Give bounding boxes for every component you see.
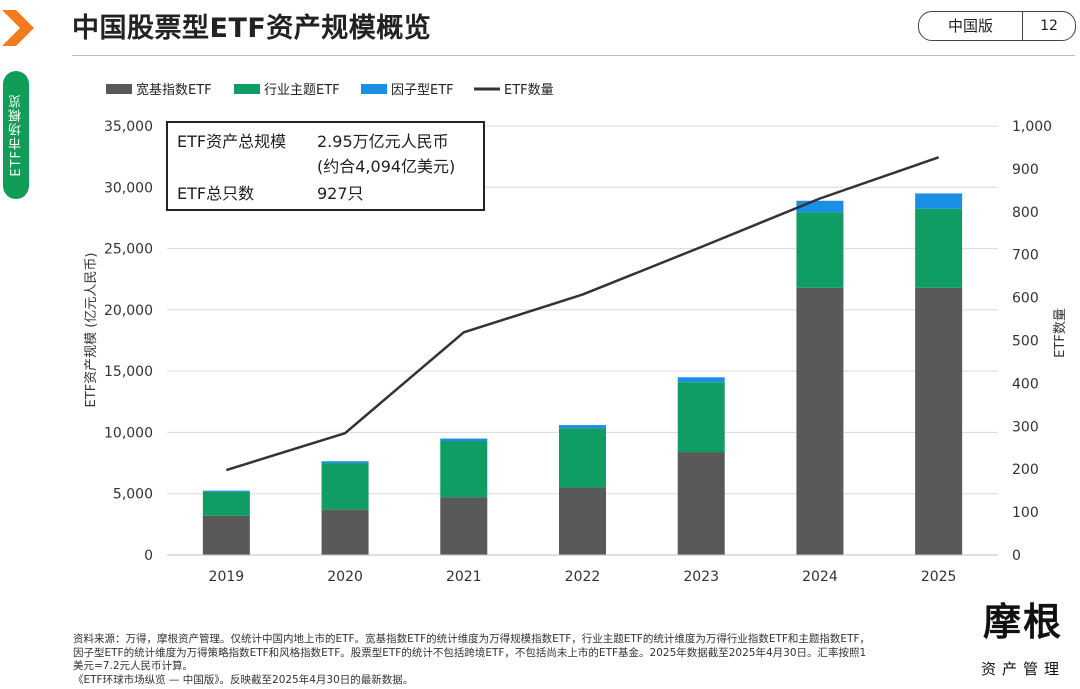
x-tick-label: 2023 bbox=[683, 569, 719, 585]
y2-tick-label: 100 bbox=[1012, 505, 1039, 521]
page-title: 中国股票型ETF资产规模概览 bbox=[72, 13, 432, 44]
x-tick-label: 2019 bbox=[209, 569, 245, 585]
y-tick-label: 5,000 bbox=[113, 487, 153, 503]
bar-broad-index bbox=[202, 515, 250, 555]
y2-tick-label: 0 bbox=[1012, 548, 1021, 564]
bar-factor bbox=[202, 490, 250, 492]
y-tick-label: 0 bbox=[144, 548, 153, 564]
y-tick-label: 35,000 bbox=[104, 119, 153, 135]
bar-sector-theme bbox=[677, 382, 725, 453]
bar-broad-index bbox=[796, 287, 844, 555]
total-aum-usd: (约合4,094亿美元) bbox=[317, 157, 456, 176]
y2-tick-label: 400 bbox=[1012, 376, 1039, 392]
brand-chevron-icon bbox=[2, 10, 34, 46]
axes: 0 5,000 10,000 15,000 20,000 25,000 30,000 35,0… bbox=[84, 119, 1068, 585]
bar-sector-theme bbox=[440, 441, 488, 498]
y-tick-label: 30,000 bbox=[104, 180, 153, 196]
bar-broad-index bbox=[440, 497, 488, 555]
footnote-line: 资料来源：万得，摩根资产管理。仅统计中国内地上市的ETF。宽基指数ETF的统计维… bbox=[73, 633, 871, 645]
bar-factor bbox=[796, 200, 844, 213]
y-tick-label: 25,000 bbox=[104, 242, 153, 258]
y2-tick-label: 900 bbox=[1012, 162, 1039, 178]
stacked-bars bbox=[202, 193, 963, 555]
bar-sector-theme bbox=[796, 212, 844, 288]
bar-broad-index bbox=[321, 509, 369, 555]
legend-label: 宽基指数ETF bbox=[136, 82, 212, 98]
legend-swatch bbox=[234, 84, 260, 94]
y-axis-title: ETF资产规模 (亿元人民币) bbox=[84, 253, 99, 408]
total-aum-value: 2.95万亿元人民币 bbox=[317, 132, 449, 151]
page-number: 12 bbox=[1040, 18, 1058, 34]
bar-sector-theme bbox=[559, 428, 606, 488]
y2-tick-label: 600 bbox=[1012, 291, 1039, 307]
bar-sector-theme bbox=[202, 491, 250, 516]
edition-label: 中国版 bbox=[919, 12, 1023, 40]
legend-label: 因子型ETF bbox=[391, 83, 454, 98]
bar-broad-index bbox=[915, 287, 963, 555]
bar-factor bbox=[677, 377, 725, 383]
bar-factor bbox=[559, 425, 606, 429]
legend-label: 行业主题ETF bbox=[264, 83, 340, 98]
y2-tick-label: 500 bbox=[1012, 334, 1039, 350]
bar-sector-theme bbox=[915, 208, 963, 288]
brand-logo: 摩根 资产管理 bbox=[972, 600, 1074, 679]
legend-label: ETF数量 bbox=[504, 83, 554, 98]
y2-tick-label: 1,000 bbox=[1012, 119, 1052, 135]
brand-tagline: 资产管理 bbox=[980, 660, 1065, 678]
summary-box: ETF资产总规模 2.95万亿元人民币 (约合4,094亿美元) ETF总只数 92… bbox=[166, 121, 485, 211]
legend: 宽基指数ETF 行业主题ETF 因子型ETF ETF数量 bbox=[106, 82, 554, 98]
etf-count-line bbox=[225, 156, 940, 472]
y-tick-label: 15,000 bbox=[104, 364, 153, 380]
bar-broad-index bbox=[677, 452, 725, 555]
y-tick-label: 10,000 bbox=[104, 425, 153, 441]
x-tick-label: 2022 bbox=[565, 569, 601, 585]
title-divider bbox=[72, 55, 1075, 56]
legend-swatch bbox=[361, 84, 387, 94]
brand-name: 摩根 bbox=[982, 599, 1063, 644]
section-tab-etf-market-overview[interactable]: ETF市场概览 bbox=[3, 71, 29, 199]
y2-tick-label: 300 bbox=[1012, 419, 1039, 435]
etf-count-label: ETF总只数 bbox=[177, 184, 255, 203]
footnote-line: 因子型ETF的统计维度为万得策略指数ETF和风格指数ETF。股票型ETF的统计不… bbox=[73, 646, 867, 659]
bar-factor bbox=[915, 193, 963, 209]
y-tick-label: 20,000 bbox=[104, 303, 153, 319]
total-aum-label: ETF资产总规模 bbox=[177, 132, 287, 151]
x-tick-label: 2024 bbox=[802, 569, 838, 585]
x-tick-label: 2025 bbox=[921, 569, 957, 585]
y2-tick-label: 700 bbox=[1012, 248, 1039, 264]
bar-factor bbox=[440, 438, 488, 442]
y2-tick-label: 800 bbox=[1012, 205, 1039, 221]
footnote-line: 美元=7.2元人民币计算。 bbox=[73, 660, 193, 672]
footnote: 资料来源：万得，摩根资产管理。仅统计中国内地上市的ETF。宽基指数ETF的统计维… bbox=[73, 633, 948, 687]
edition-badge: 中国版 12 bbox=[918, 11, 1076, 41]
bar-sector-theme bbox=[321, 463, 369, 510]
bar-factor bbox=[321, 461, 369, 464]
legend-swatch bbox=[106, 84, 132, 94]
y2-tick-label: 200 bbox=[1012, 462, 1039, 478]
x-tick-label: 2021 bbox=[446, 569, 482, 585]
footnote-line: 《ETF环球市场纵览 — 中国版》。反映截至2025年4月30日的最新数据。 bbox=[73, 673, 414, 686]
x-tick-label: 2020 bbox=[327, 569, 363, 585]
y2-axis-title: ETF数量 bbox=[1053, 308, 1068, 358]
etf-count-value: 927只 bbox=[317, 184, 364, 203]
bar-broad-index bbox=[559, 487, 606, 555]
